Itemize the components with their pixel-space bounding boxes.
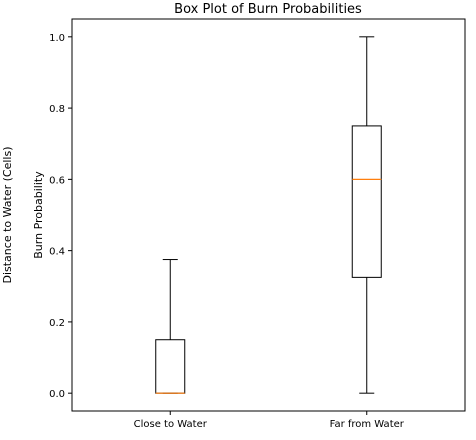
- box-plot-boxes: [155, 36, 382, 394]
- y-tick-label: 0.4: [49, 247, 65, 258]
- iqr-box: [155, 339, 186, 394]
- x-tick-label: Far from Water: [330, 419, 405, 430]
- box-group-2: [351, 36, 382, 394]
- x-tick-label: Close to Water: [134, 419, 208, 430]
- x-axis-ticks: Close to Water Far from Water: [134, 411, 405, 430]
- y-tick-label: 0.6: [49, 175, 65, 186]
- iqr-box: [351, 125, 382, 278]
- plot-area-frame: [71, 18, 466, 412]
- y-axis-ticks: 0.0 0.2 0.4 0.6 0.8 1.0: [49, 33, 72, 400]
- y-tick-label: 0.8: [49, 104, 65, 115]
- y-tick-label: 0.0: [49, 389, 65, 400]
- box-group-1: [155, 259, 186, 394]
- y-axis-label: Burn Probability: [32, 171, 45, 259]
- chart-title: Box Plot of Burn Probabilities: [174, 2, 362, 17]
- y-tick-label: 1.0: [49, 33, 65, 44]
- y-tick-label: 0.2: [49, 318, 65, 329]
- outer-y-axis-label: Distance to Water (Cells): [1, 146, 14, 283]
